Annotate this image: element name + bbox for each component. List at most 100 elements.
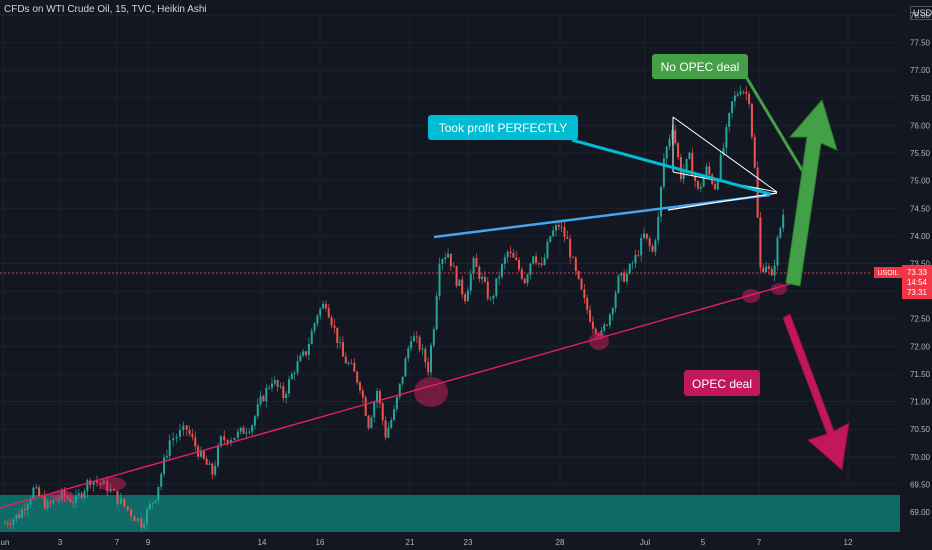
candle-body [191,434,193,437]
candle-body [217,446,219,465]
candle-body [155,501,157,503]
candle-body [419,337,421,350]
candle-body [572,257,574,258]
candle-body [373,403,375,418]
candle-body [510,252,512,253]
candle-body [160,474,162,487]
x-tick-label: 28 [556,538,565,547]
candle-body [555,225,557,231]
candle-body [149,504,151,509]
candle-body [589,310,591,322]
candle-body [742,92,744,93]
candle-body [583,289,585,298]
candle-body [18,515,20,518]
candle-body [558,225,560,227]
y-tick-label: 69.00 [910,508,931,517]
candle-body [549,236,551,242]
candle-body [677,143,679,157]
candle-body [243,428,245,434]
candle-body [447,254,449,258]
candle-body [586,298,588,310]
price-axis[interactable]: 69.00 69.50 70.00 70.50 71.00 71.50 72.00 72.50… [910,11,931,517]
candle-body [484,277,486,282]
candle-body [629,264,631,274]
candle-body [740,92,742,95]
y-tick-label: 71.00 [910,398,931,407]
candle-body [265,388,267,401]
x-tick-label: 3 [58,538,63,547]
candle-body [314,323,316,331]
candle-body [774,266,776,276]
candle-body [203,451,205,459]
candle-body [782,215,784,228]
candle-body [24,509,26,510]
candle-body [492,296,494,299]
candle-body [402,377,404,384]
candle-body [527,275,529,283]
price-tag-value: 73.33 [907,268,928,277]
candle-body [240,428,242,432]
candle-body [612,308,614,314]
price-tag: USOIL 73.33 14:54 73.31 [874,265,932,299]
candle-body [606,325,608,326]
candle-body [615,293,617,308]
candle-body [211,464,213,475]
x-tick-label: 5 [701,538,706,547]
candle-body [7,523,9,524]
candle-body [581,279,583,290]
candle-body [643,234,645,238]
candle-body [116,491,118,504]
touch-marker [98,477,126,491]
candle-body [285,394,287,398]
bearish-arrow [783,314,849,470]
candle-body [382,403,384,420]
candle-body [123,499,125,507]
candle-body [458,280,460,286]
candle-body [637,255,639,256]
support-zone [0,495,900,532]
candle-body [544,258,546,265]
candle-body [86,480,88,491]
candle-body [291,374,293,379]
x-tick-label: 16 [316,538,325,547]
candle-body [169,440,171,456]
candle-body [569,239,571,257]
candle-body [626,274,628,282]
candle-body [10,524,12,525]
candle-body [251,426,253,432]
no-opec-label: No OPEC deal [661,60,740,74]
candle-body [319,309,321,316]
candle-body [473,258,475,274]
candle-body [172,439,174,441]
candle-body [430,345,432,372]
candle-body [299,356,301,361]
candle-body [72,502,74,503]
candle-body [776,237,778,265]
candle-body [538,263,540,264]
candle-body [182,425,184,430]
candle-body [779,228,781,237]
candle-body [96,481,98,482]
time-axis[interactable]: Jun 3 7 9 14 16 21 23 28 Jul 5 7 12 [0,538,853,547]
candle-body [120,499,122,504]
candle-body [359,383,361,391]
candle-body [137,518,139,521]
candle-body [143,523,145,527]
price-tag-low: 73.31 [907,288,928,297]
candle-body [433,329,435,345]
candle-body [336,328,338,343]
currency-label[interactable]: USD [910,6,932,20]
resistance-line [434,195,770,237]
candle-body [546,242,548,258]
candle-body [4,523,6,524]
y-tick-label: 71.50 [910,370,931,379]
candle-body [512,253,514,257]
candle-body [467,291,469,302]
candle-body [78,494,80,496]
candle-body [771,269,773,276]
candle-body [146,509,148,523]
candle-body [308,344,310,355]
candle-body [427,362,429,372]
candle-body [350,363,352,364]
